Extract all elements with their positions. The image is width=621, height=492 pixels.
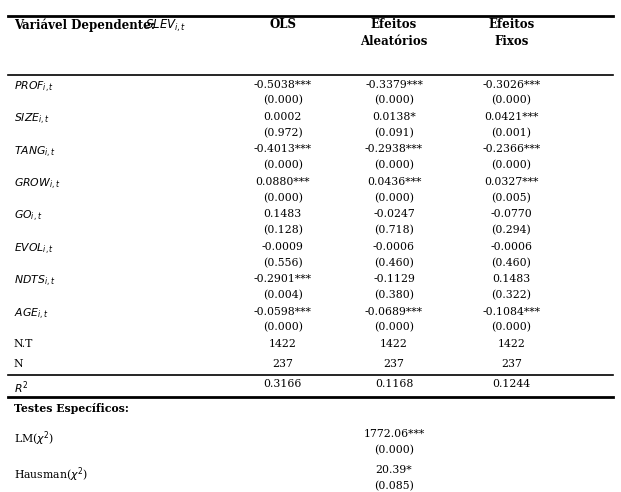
Text: $R^2$: $R^2$ <box>14 379 28 396</box>
Text: N.T: N.T <box>14 339 33 349</box>
Text: (0.000): (0.000) <box>491 160 532 171</box>
Text: $SIZE_{i,t}$: $SIZE_{i,t}$ <box>14 112 50 127</box>
Text: -0.0770: -0.0770 <box>491 210 532 219</box>
Text: -0.0006: -0.0006 <box>373 242 415 252</box>
Text: 0.0327***: 0.0327*** <box>484 177 538 187</box>
Text: (0.128): (0.128) <box>263 225 302 235</box>
Text: $GO_{i,t}$: $GO_{i,t}$ <box>14 210 42 224</box>
Text: (0.001): (0.001) <box>491 128 532 138</box>
Text: Efeitos
Fixos: Efeitos Fixos <box>488 18 535 48</box>
Text: (0.294): (0.294) <box>492 225 532 235</box>
Text: (0.000): (0.000) <box>491 322 532 333</box>
Text: $GROW_{i,t}$: $GROW_{i,t}$ <box>14 177 60 192</box>
Text: -0.2901***: -0.2901*** <box>254 274 312 284</box>
Text: 1422: 1422 <box>497 339 525 349</box>
Text: OLS: OLS <box>269 18 296 31</box>
Text: (0.000): (0.000) <box>374 95 414 106</box>
Text: 1422: 1422 <box>380 339 408 349</box>
Text: (0.000): (0.000) <box>374 193 414 203</box>
Text: 20.39*: 20.39* <box>376 465 412 475</box>
Text: -0.3026***: -0.3026*** <box>483 80 540 90</box>
Text: -0.4013***: -0.4013*** <box>254 145 312 154</box>
Text: (0.718): (0.718) <box>374 225 414 235</box>
Text: -0.3379***: -0.3379*** <box>365 80 423 90</box>
Text: (0.972): (0.972) <box>263 128 302 138</box>
Text: (0.556): (0.556) <box>263 257 302 268</box>
Text: $AGE_{i,t}$: $AGE_{i,t}$ <box>14 307 48 322</box>
Text: Efeitos
Aleatórios: Efeitos Aleatórios <box>360 18 428 48</box>
Text: (0.004): (0.004) <box>263 290 302 300</box>
Text: 237: 237 <box>501 359 522 369</box>
Text: 0.0002: 0.0002 <box>263 112 302 122</box>
Text: -0.0598***: -0.0598*** <box>254 307 312 317</box>
Text: -0.2366***: -0.2366*** <box>483 145 540 154</box>
Text: Variável Dependente:: Variável Dependente: <box>14 18 163 31</box>
Text: 0.0436***: 0.0436*** <box>367 177 421 187</box>
Text: 0.0138*: 0.0138* <box>372 112 416 122</box>
Text: (0.000): (0.000) <box>263 160 302 171</box>
Text: -0.1129: -0.1129 <box>373 274 415 284</box>
Text: (0.000): (0.000) <box>374 160 414 171</box>
Text: (0.000): (0.000) <box>374 445 414 455</box>
Text: (0.000): (0.000) <box>263 193 302 203</box>
Text: 0.0421***: 0.0421*** <box>484 112 538 122</box>
Text: Testes Específicos:: Testes Específicos: <box>14 403 129 414</box>
Text: -0.0247: -0.0247 <box>373 210 415 219</box>
Text: (0.085): (0.085) <box>374 481 414 491</box>
Text: (0.005): (0.005) <box>491 193 532 203</box>
Text: 0.1244: 0.1244 <box>492 379 530 389</box>
Text: (0.000): (0.000) <box>491 95 532 106</box>
Text: $PROF_{i,t}$: $PROF_{i,t}$ <box>14 80 54 95</box>
Text: $EVOL_{i,t}$: $EVOL_{i,t}$ <box>14 242 54 257</box>
Text: 237: 237 <box>384 359 404 369</box>
Text: -0.0006: -0.0006 <box>491 242 532 252</box>
Text: N: N <box>14 359 23 369</box>
Text: (0.322): (0.322) <box>491 290 532 300</box>
Text: (0.380): (0.380) <box>374 290 414 300</box>
Text: (0.000): (0.000) <box>374 322 414 333</box>
Text: $SLEV_{i,t}$: $SLEV_{i,t}$ <box>145 18 186 34</box>
Text: (0.000): (0.000) <box>263 322 302 333</box>
Text: 237: 237 <box>272 359 293 369</box>
Text: 0.0880***: 0.0880*** <box>255 177 310 187</box>
Text: 0.3166: 0.3166 <box>263 379 302 389</box>
Text: -0.0689***: -0.0689*** <box>365 307 423 317</box>
Text: (0.460): (0.460) <box>491 257 532 268</box>
Text: (0.000): (0.000) <box>263 95 302 106</box>
Text: 0.1483: 0.1483 <box>263 210 302 219</box>
Text: (0.460): (0.460) <box>374 257 414 268</box>
Text: -0.1084***: -0.1084*** <box>483 307 540 317</box>
Text: -0.0009: -0.0009 <box>261 242 304 252</box>
Text: -0.2938***: -0.2938*** <box>365 145 423 154</box>
Text: -0.5038***: -0.5038*** <box>254 80 312 90</box>
Text: 0.1483: 0.1483 <box>492 274 530 284</box>
Text: 0.1168: 0.1168 <box>374 379 413 389</box>
Text: LM($\chi^2$): LM($\chi^2$) <box>14 430 54 448</box>
Text: $TANG_{i,t}$: $TANG_{i,t}$ <box>14 145 56 159</box>
Text: (0.091): (0.091) <box>374 128 414 138</box>
Text: 1772.06***: 1772.06*** <box>363 430 425 439</box>
Text: 1422: 1422 <box>269 339 297 349</box>
Text: Hausman($\chi^2$): Hausman($\chi^2$) <box>14 465 88 484</box>
Text: $NDTS_{i,t}$: $NDTS_{i,t}$ <box>14 274 55 289</box>
